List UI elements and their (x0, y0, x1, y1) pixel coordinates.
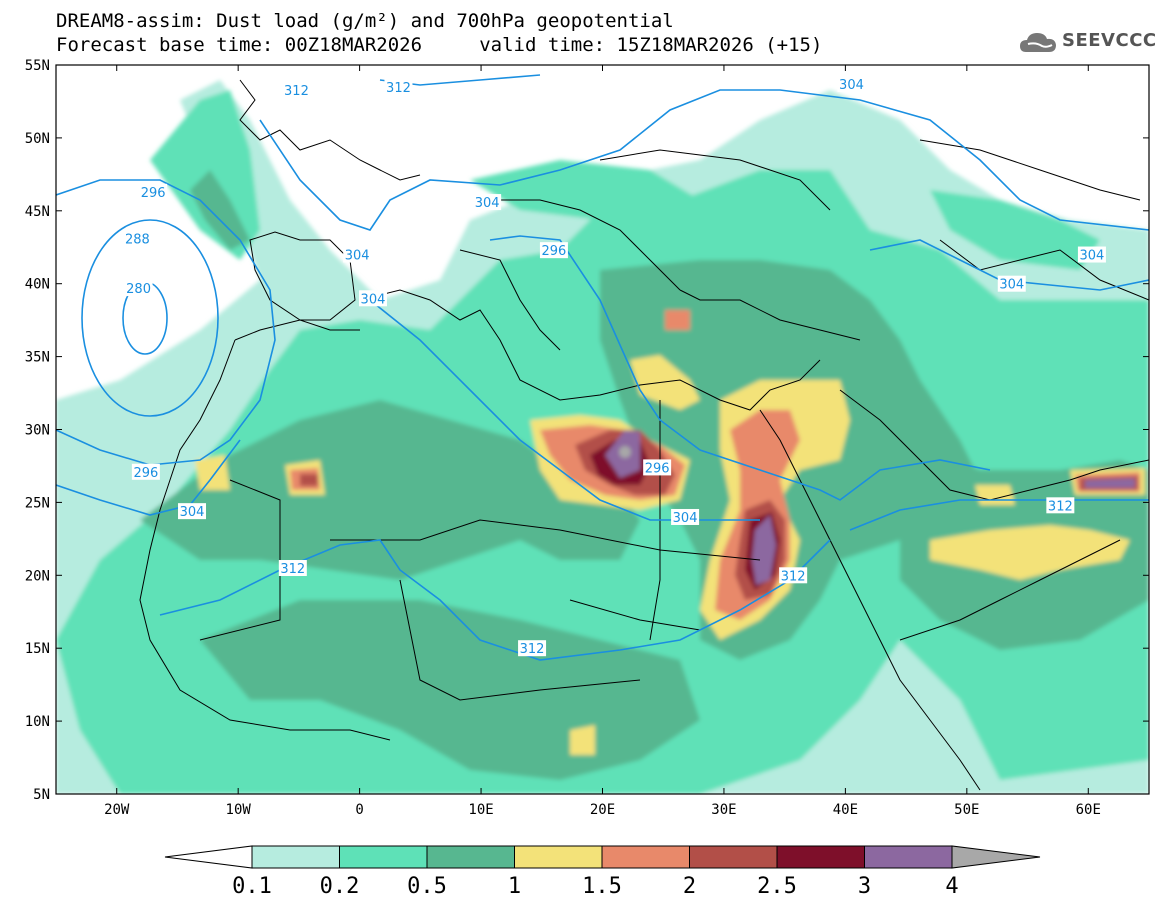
lat-label: 5N (33, 787, 50, 803)
colorbar-label: 3 (858, 874, 871, 899)
lat-label: 35N (25, 350, 50, 366)
geopotential-label: 304 (999, 278, 1024, 293)
colorbar-label: 4 (945, 874, 958, 899)
colorbar-box (251, 845, 340, 869)
geopotential-label: 304 (345, 249, 370, 264)
colorbar-label: 0.2 (320, 874, 360, 899)
map-title: DREAM8-assim: Dust load (g/m²) and 700hP… (56, 10, 674, 32)
colorbar-box (776, 845, 865, 869)
geopotential-label: 288 (125, 233, 150, 248)
lon-label: 50E (954, 802, 979, 818)
lon-label: 10E (468, 802, 493, 818)
geopotential-label: 304 (673, 511, 698, 526)
geopotential-label: 312 (280, 562, 305, 577)
geopotential-label: 296 (133, 466, 158, 481)
lat-label: 50N (25, 131, 50, 147)
colorbar-box (426, 845, 515, 869)
geopotential-label: 304 (1080, 249, 1105, 264)
forecast-time-line: Forecast base time: 00Z18MAR2026 valid t… (56, 34, 823, 56)
axis-ticks (56, 64, 1149, 795)
lon-label: 10W (226, 802, 252, 818)
cloud-icon (1020, 33, 1056, 52)
geopotential-label: 296 (542, 244, 567, 259)
geopotential-label: 296 (141, 186, 166, 201)
colorbar-box (864, 845, 953, 869)
colorbar-min-arrow (164, 845, 253, 869)
geopotential-label: 312 (1048, 499, 1073, 514)
lat-label: 15N (25, 641, 50, 657)
lon-label: 30E (711, 802, 736, 818)
lat-label: 25N (25, 495, 50, 511)
colorbar-max-arrow (951, 845, 1041, 869)
geopotential-labels: 312 312 304 296 304 288 296 304 304 280 304 304 296 2… (123, 75, 1106, 657)
geopotential-label: 312 (284, 84, 309, 99)
lon-label: 0 (355, 802, 363, 818)
colorbar-label: 2.5 (757, 874, 797, 899)
colorbar-box (689, 845, 778, 869)
colorbar-label: 1.5 (582, 874, 622, 899)
geopotential-label: 280 (126, 282, 151, 297)
geopotential-label: 304 (475, 196, 500, 211)
colorbar-box (339, 845, 428, 869)
geopotential-label: 312 (386, 81, 411, 96)
geopotential-label: 312 (781, 569, 806, 584)
lon-label: 60E (1076, 802, 1101, 818)
lon-label: 40E (833, 802, 858, 818)
geopotential-label: 304 (361, 292, 386, 307)
colorbar-label: 1 (508, 874, 521, 899)
geopotential-label: 312 (520, 642, 545, 657)
lat-label: 40N (25, 277, 50, 293)
lon-label: 20E (590, 802, 615, 818)
lat-label: 30N (25, 423, 50, 439)
lat-label: 55N (25, 58, 50, 74)
latitude-labels: 55N 50N 45N 40N 35N 30N 25N 20N 15N 10N 5N (25, 58, 50, 803)
colorbar-box (601, 845, 690, 869)
geopotential-label: 296 (645, 461, 670, 476)
colorbar-box (514, 845, 603, 869)
geopotential-label: 304 (180, 505, 205, 520)
dust-field (56, 65, 1149, 794)
colorbar-label: 2 (683, 874, 696, 899)
logo-text: SEEVCCC (1062, 30, 1157, 51)
lon-label: 20W (104, 802, 130, 818)
colorbar-label: 0.1 (232, 874, 272, 899)
longitude-labels: 20W 10W 0 10E 20E 30E 40E 50E 60E (104, 802, 1101, 818)
colorbar-label: 0.5 (407, 874, 447, 899)
lat-label: 45N (25, 204, 50, 220)
geopotential-label: 304 (839, 78, 864, 93)
lat-label: 10N (25, 714, 50, 730)
lat-label: 20N (25, 568, 50, 584)
